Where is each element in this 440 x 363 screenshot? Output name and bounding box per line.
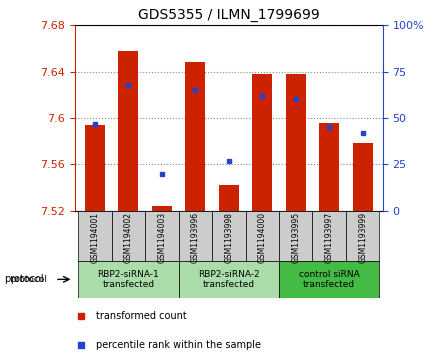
- Bar: [219, 185, 239, 211]
- Bar: [252, 74, 272, 211]
- Text: GSM1194001: GSM1194001: [90, 212, 99, 263]
- Text: RBP2-siRNA-1
transfected: RBP2-siRNA-1 transfected: [98, 270, 159, 289]
- Title: GDS5355 / ILMN_1799699: GDS5355 / ILMN_1799699: [138, 8, 320, 22]
- Bar: [85, 125, 105, 211]
- Text: transformed count: transformed count: [96, 311, 187, 321]
- Bar: [179, 211, 212, 261]
- Text: GSM1193999: GSM1193999: [358, 212, 367, 264]
- Bar: [279, 211, 312, 261]
- Text: GSM1194002: GSM1194002: [124, 212, 133, 263]
- Bar: [78, 261, 179, 298]
- Bar: [353, 143, 373, 211]
- Text: GSM1194000: GSM1194000: [258, 212, 267, 264]
- Bar: [152, 206, 172, 211]
- Bar: [319, 123, 339, 211]
- Text: GSM1193997: GSM1193997: [325, 212, 334, 264]
- Text: GSM1193996: GSM1193996: [191, 212, 200, 264]
- Bar: [112, 211, 145, 261]
- Bar: [279, 261, 379, 298]
- Bar: [346, 211, 379, 261]
- Bar: [312, 211, 346, 261]
- Bar: [118, 51, 139, 211]
- Bar: [212, 211, 246, 261]
- Text: percentile rank within the sample: percentile rank within the sample: [96, 340, 261, 350]
- Bar: [78, 211, 112, 261]
- Text: GSM1193998: GSM1193998: [224, 212, 233, 263]
- Text: RBP2-siRNA-2
transfected: RBP2-siRNA-2 transfected: [198, 270, 260, 289]
- Bar: [179, 261, 279, 298]
- Text: control siRNA
transfected: control siRNA transfected: [299, 270, 359, 289]
- Text: GSM1193995: GSM1193995: [291, 212, 300, 264]
- Bar: [145, 211, 179, 261]
- Bar: [286, 74, 306, 211]
- Bar: [246, 211, 279, 261]
- Bar: [185, 62, 205, 211]
- Text: protocol: protocol: [11, 275, 48, 284]
- Text: GSM1194003: GSM1194003: [158, 212, 166, 264]
- Text: protocol: protocol: [4, 274, 44, 284]
